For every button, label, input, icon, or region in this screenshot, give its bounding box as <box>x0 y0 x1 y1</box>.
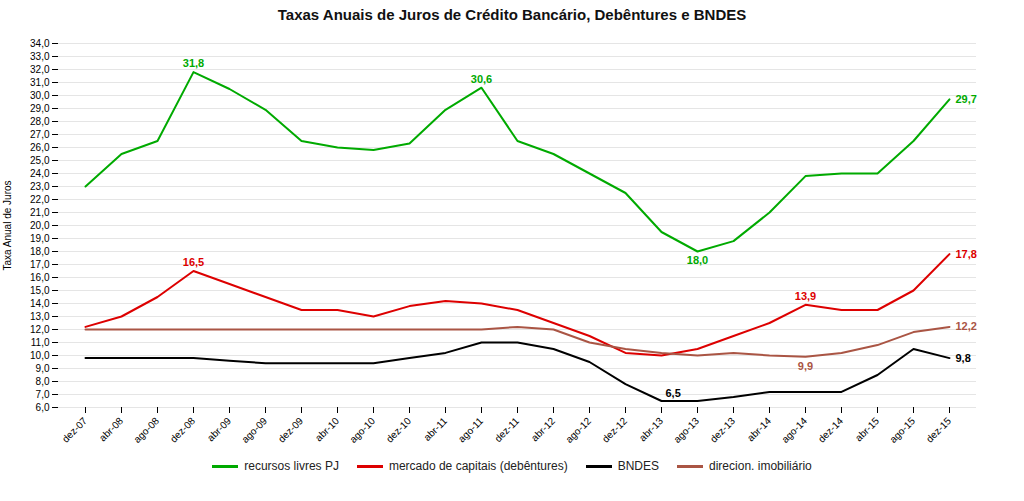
svg-text:8,0: 8,0 <box>36 376 50 387</box>
html-text:mercado de capitais (debênture: mercado de capitais (debêntures) <box>388 459 568 473</box>
svg-text:abr-10: abr-10 <box>313 415 342 444</box>
svg-text:31,8: 31,8 <box>183 57 204 69</box>
html-text:Taxas Anuais de Juros de Crédi: Taxas Anuais de Juros de Crédito Bancári… <box>277 6 747 23</box>
svg-text:24,0: 24,0 <box>30 168 50 179</box>
svg-text:abr-08: abr-08 <box>97 415 126 444</box>
svg-text:13,0: 13,0 <box>30 311 50 322</box>
svg-text:31,0: 31,0 <box>30 77 50 88</box>
svg-text:ago-14: ago-14 <box>779 415 809 445</box>
html-text:recursos livres PJ: recursos livres PJ <box>244 459 339 473</box>
svg-text:16,0: 16,0 <box>30 272 50 283</box>
svg-text:33,0: 33,0 <box>30 51 50 62</box>
svg-text:ago-10: ago-10 <box>347 415 377 445</box>
svg-text:ago-12: ago-12 <box>563 415 593 445</box>
svg-text:26,0: 26,0 <box>30 142 50 153</box>
svg-text:dez-15: dez-15 <box>924 415 954 445</box>
svg-text:32,0: 32,0 <box>30 64 50 75</box>
svg-text:6,5: 6,5 <box>666 387 681 399</box>
svg-text:34,0: 34,0 <box>30 38 50 49</box>
svg-text:17,8: 17,8 <box>956 248 977 260</box>
svg-text:6,0: 6,0 <box>36 402 50 413</box>
svg-text:abr-14: abr-14 <box>745 415 774 444</box>
svg-text:9,0: 9,0 <box>36 363 50 374</box>
svg-text:28,0: 28,0 <box>30 116 50 127</box>
svg-text:25,0: 25,0 <box>30 155 50 166</box>
svg-text:dez-13: dez-13 <box>708 415 738 445</box>
svg-text:21,0: 21,0 <box>30 207 50 218</box>
html-text:direcion. imobiliário: direcion. imobiliário <box>709 459 812 473</box>
svg-text:12,2: 12,2 <box>956 320 977 332</box>
svg-text:14,0: 14,0 <box>30 298 50 309</box>
svg-text:18,0: 18,0 <box>687 254 708 266</box>
svg-text:ago-08: ago-08 <box>131 415 161 445</box>
svg-text:dez-09: dez-09 <box>276 415 306 445</box>
svg-text:16,5: 16,5 <box>183 256 204 268</box>
svg-text:ago-13: ago-13 <box>671 415 701 445</box>
svg-text:abr-13: abr-13 <box>637 415 666 444</box>
svg-text:22,0: 22,0 <box>30 194 50 205</box>
svg-text:dez-14: dez-14 <box>816 415 846 445</box>
svg-text:dez-10: dez-10 <box>384 415 414 445</box>
svg-text:abr-11: abr-11 <box>421 415 449 443</box>
svg-text:9,8: 9,8 <box>956 352 971 364</box>
svg-text:dez-12: dez-12 <box>600 415 630 445</box>
html-text:BNDES: BNDES <box>617 459 659 473</box>
svg-text:ago-15: ago-15 <box>887 415 917 445</box>
svg-text:9,9: 9,9 <box>798 360 813 372</box>
svg-text:10,0: 10,0 <box>30 350 50 361</box>
svg-text:20,0: 20,0 <box>30 220 50 231</box>
svg-text:ago-11: ago-11 <box>456 415 486 445</box>
svg-text:ago-09: ago-09 <box>239 415 269 445</box>
svg-text:abr-09: abr-09 <box>205 415 234 444</box>
svg-text:11,0: 11,0 <box>31 337 50 348</box>
svg-text:7,0: 7,0 <box>36 389 50 400</box>
svg-text:dez-08: dez-08 <box>168 415 198 445</box>
svg-text:27,0: 27,0 <box>30 129 50 140</box>
svg-text:abr-15: abr-15 <box>853 415 882 444</box>
svg-text:dez-07: dez-07 <box>60 415 90 445</box>
svg-text:Taxa Anual de Juros: Taxa Anual de Juros <box>2 180 13 270</box>
svg-text:13,9: 13,9 <box>795 290 816 302</box>
svg-text:19,0: 19,0 <box>30 233 50 244</box>
svg-text:12,0: 12,0 <box>30 324 50 335</box>
svg-text:dez-11: dez-11 <box>492 415 521 444</box>
svg-text:29,7: 29,7 <box>956 93 977 105</box>
svg-text:18,0: 18,0 <box>30 246 50 257</box>
svg-text:29,0: 29,0 <box>30 103 50 114</box>
svg-text:23,0: 23,0 <box>30 181 50 192</box>
svg-text:15,0: 15,0 <box>30 285 50 296</box>
svg-text:30,0: 30,0 <box>30 90 50 101</box>
svg-text:abr-12: abr-12 <box>529 415 558 444</box>
svg-text:17,0: 17,0 <box>30 259 50 270</box>
svg-text:30,6: 30,6 <box>471 73 492 85</box>
